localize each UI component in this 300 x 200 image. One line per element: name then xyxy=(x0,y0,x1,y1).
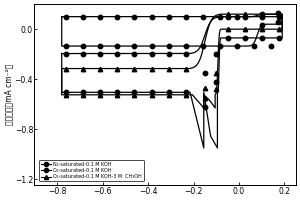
Y-axis label: 电流密度（mA cm⁻²）: 电流密度（mA cm⁻²） xyxy=(4,64,13,125)
Legend: N₂-saturated-0.1 M KOH, O₂-saturated-0.1 M KOH, O₂-saturated-0.1 M KOH-3 M  CH₃O: N₂-saturated-0.1 M KOH, O₂-saturated-0.1… xyxy=(40,160,144,181)
